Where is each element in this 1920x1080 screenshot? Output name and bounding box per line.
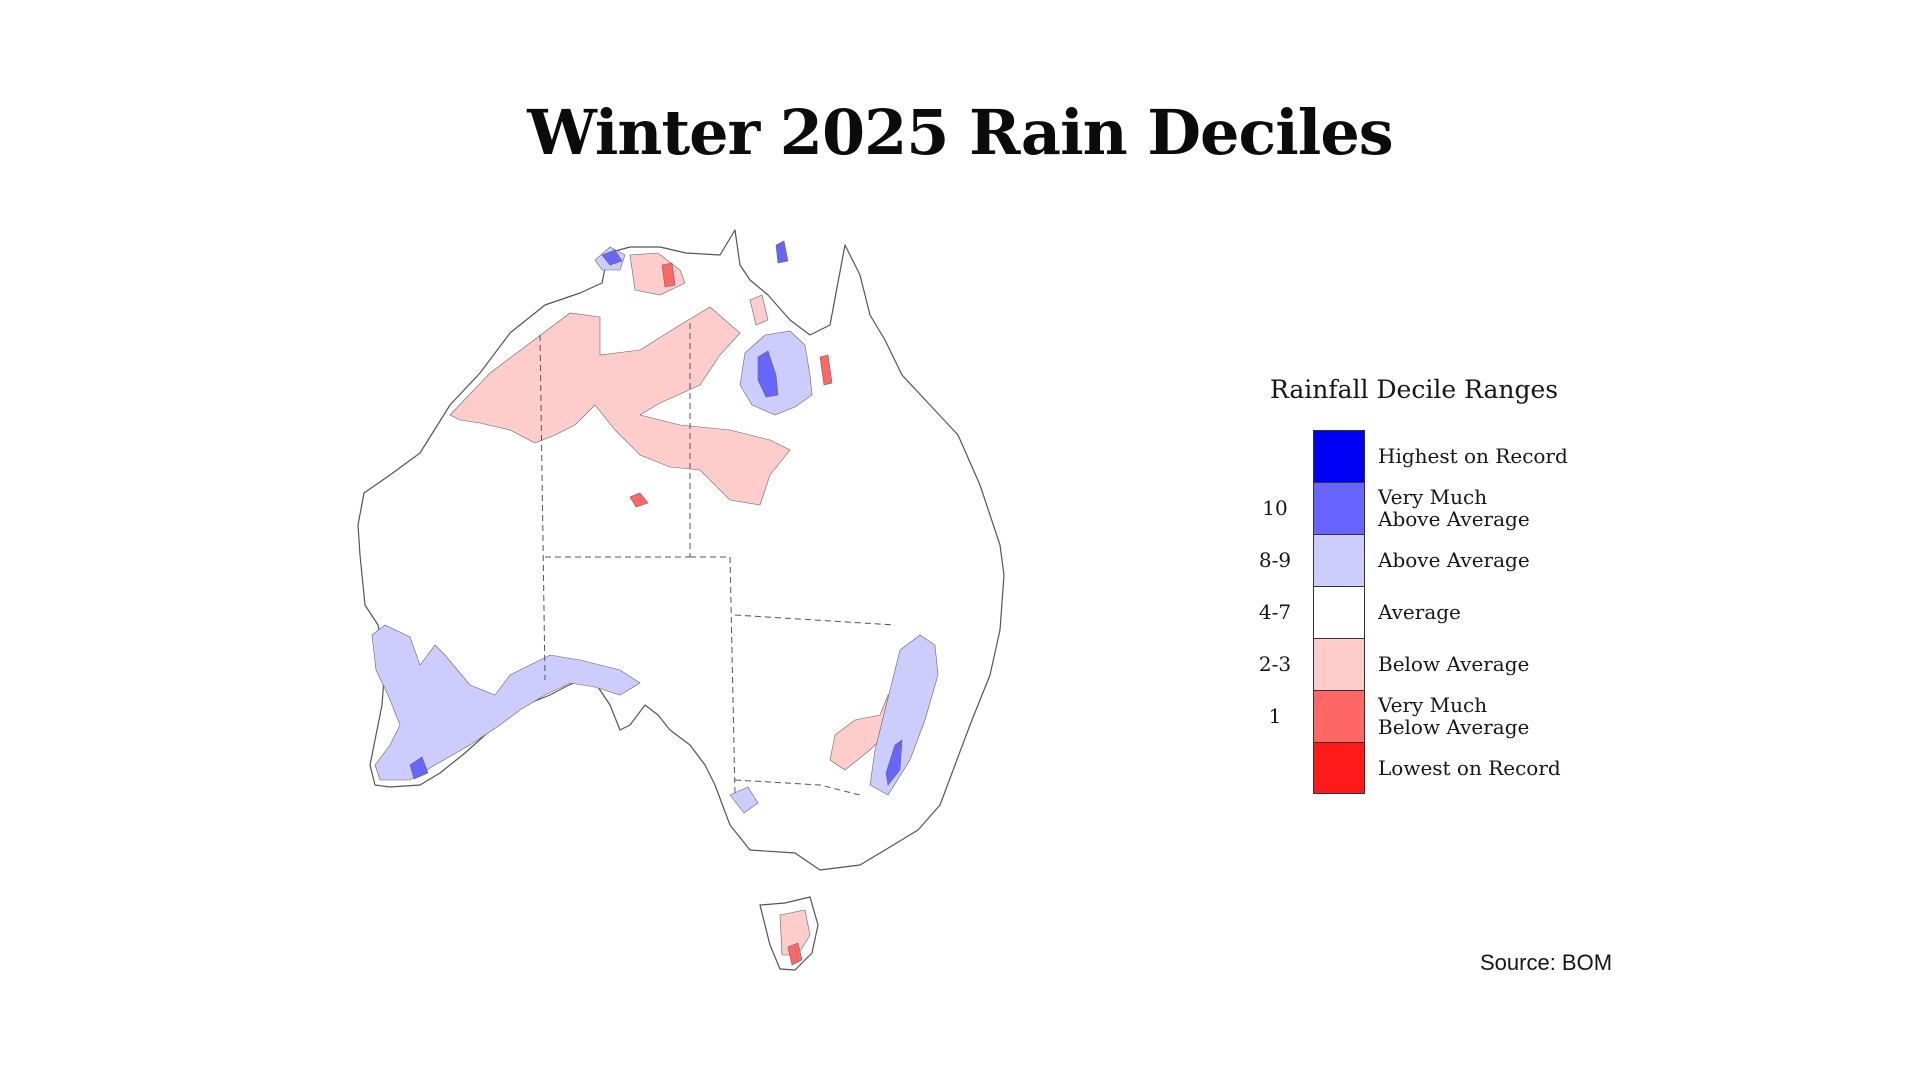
very-much-below-north (661, 262, 676, 288)
legend-decile (1240, 430, 1310, 482)
legend-row-very-much-above: 10 Very Much Above Average (1240, 482, 1660, 534)
below-average-cape (749, 294, 769, 326)
australia-rainfall-map (357, 229, 1005, 971)
very-much-above-cape (775, 240, 789, 264)
very-much-above-sw (409, 756, 429, 780)
legend-row-above: 8-9 Above Average (1240, 534, 1660, 586)
very-much-above-north (601, 249, 623, 266)
legend-swatch-very-much-above (1313, 482, 1365, 534)
legend-decile: 4-7 (1258, 600, 1292, 624)
very-much-above-east-coast (885, 739, 903, 786)
legend-row-average: 4-7 Average (1240, 586, 1660, 638)
very-much-below-tasmania (787, 942, 803, 966)
legend-label-highest: Highest on Record (1378, 444, 1568, 468)
legend-title: Rainfall Decile Ranges (1270, 375, 1559, 404)
legend-row-lowest: Lowest on Record (1240, 742, 1660, 794)
legend-decile: 1 (1268, 704, 1282, 728)
legend-swatch-average (1313, 586, 1365, 638)
state-borders (539, 323, 896, 796)
legend-swatch-lowest (1313, 742, 1365, 794)
above-average-southwest (371, 624, 641, 781)
below-average-tasmania (779, 909, 811, 956)
source-credit: Source: BOM (1480, 950, 1613, 975)
legend-label-below: Below Average (1378, 652, 1530, 676)
legend-label-very-much-below: Very Much Below Average (1378, 693, 1530, 739)
legend-swatch-highest (1313, 430, 1365, 482)
legend-row-highest: Highest on Record (1240, 430, 1660, 482)
legend-label-lowest: Lowest on Record (1378, 756, 1561, 780)
legend-swatch-below (1313, 638, 1365, 690)
below-average-central (449, 306, 791, 506)
above-average-vic (729, 786, 759, 814)
very-much-below-east (819, 354, 833, 386)
map-title: Winter 2025 Rain Deciles (527, 96, 1393, 169)
legend-row-below: 2-3 Below Average (1240, 638, 1660, 690)
legend-decile: 10 (1262, 496, 1288, 520)
legend-decile: 2-3 (1258, 652, 1292, 676)
legend-decile: 8-9 (1258, 548, 1292, 572)
legend-decile (1240, 742, 1310, 794)
above-average-queensland (739, 330, 813, 416)
legend: Highest on Record 10 Very Much Above Ave… (1240, 430, 1660, 794)
legend-label-above: Above Average (1378, 548, 1530, 572)
above-average-nsw-coast (869, 634, 939, 796)
legend-row-very-much-below: 1 Very Much Below Average (1240, 690, 1660, 742)
legend-swatch-above (1313, 534, 1365, 586)
legend-label-average: Average (1378, 600, 1461, 624)
very-much-above-queensland (757, 350, 779, 398)
very-much-below-central (629, 492, 649, 508)
legend-label-very-much-above: Very Much Above Average (1378, 485, 1530, 531)
legend-swatch-very-much-below (1313, 690, 1365, 742)
